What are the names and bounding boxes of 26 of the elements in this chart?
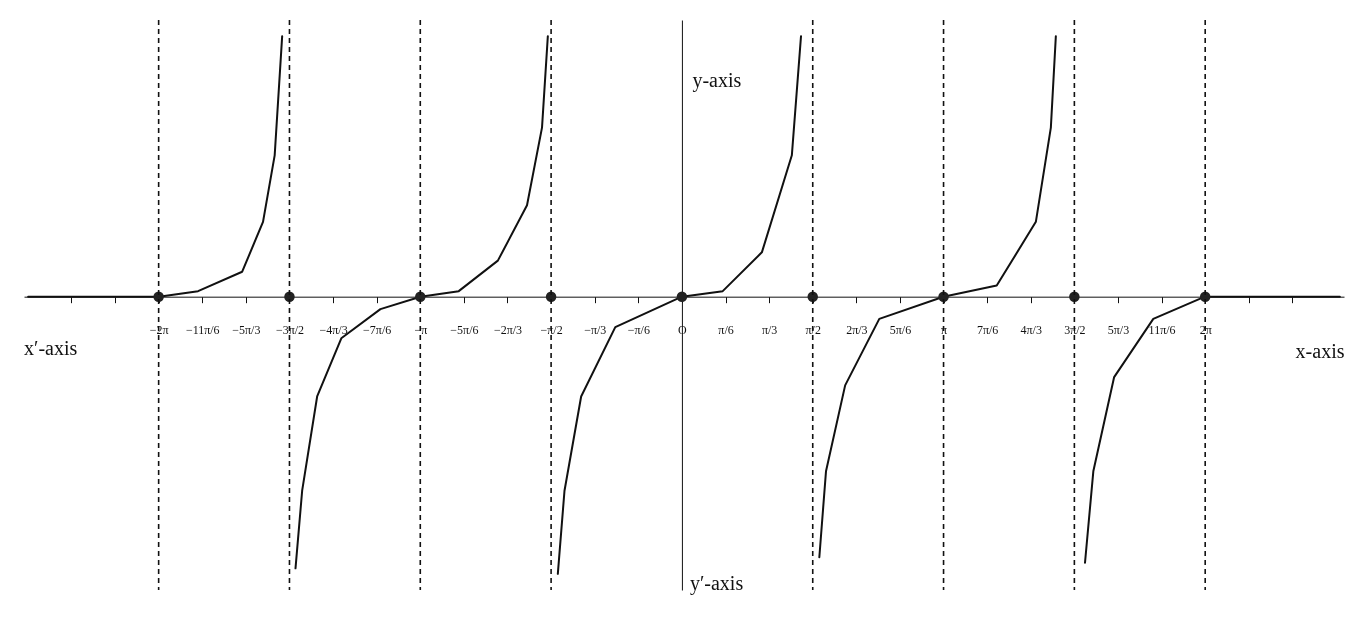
x-tick-label: −π — [414, 323, 428, 338]
x-tick-label: −2π — [149, 323, 169, 338]
x-tick-label: 2π — [1199, 323, 1212, 338]
x-tick-label: −11π/6 — [185, 323, 220, 338]
y-axis-title: y-axis — [692, 68, 742, 92]
x-tick-label: −5π/6 — [450, 323, 479, 338]
x-tick-label: 11π/6 — [1148, 323, 1176, 338]
x-axis-title: x-axis — [1295, 340, 1345, 363]
x-tick-label: 5π/3 — [1107, 323, 1130, 338]
x-tick-label: 5π/6 — [889, 323, 912, 338]
annotation: y′-axis — [689, 572, 744, 595]
x-tick-label: −7π/6 — [363, 323, 392, 338]
x-tick-label: π/3 — [761, 323, 778, 338]
x-tick-label: π/6 — [718, 323, 734, 338]
x-tick-label: −3π/2 — [275, 323, 305, 338]
x-tick-label: π/2 — [805, 323, 821, 338]
x-tick-label: 4π/3 — [1020, 323, 1042, 338]
x-tick-label: 2π/3 — [846, 323, 868, 338]
x-tick-label: −5π/3 — [232, 323, 261, 338]
x-tick-label: −π/2 — [540, 323, 563, 338]
x-tick-label: 7π/6 — [976, 323, 999, 338]
x-tick-label: −π/3 — [584, 323, 607, 338]
x-tick-label: −4π/3 — [319, 323, 348, 338]
x-tick-label: −π/6 — [627, 323, 650, 338]
x-tick-label: −2π/3 — [493, 323, 523, 338]
annotation: x′-axis — [24, 336, 78, 359]
